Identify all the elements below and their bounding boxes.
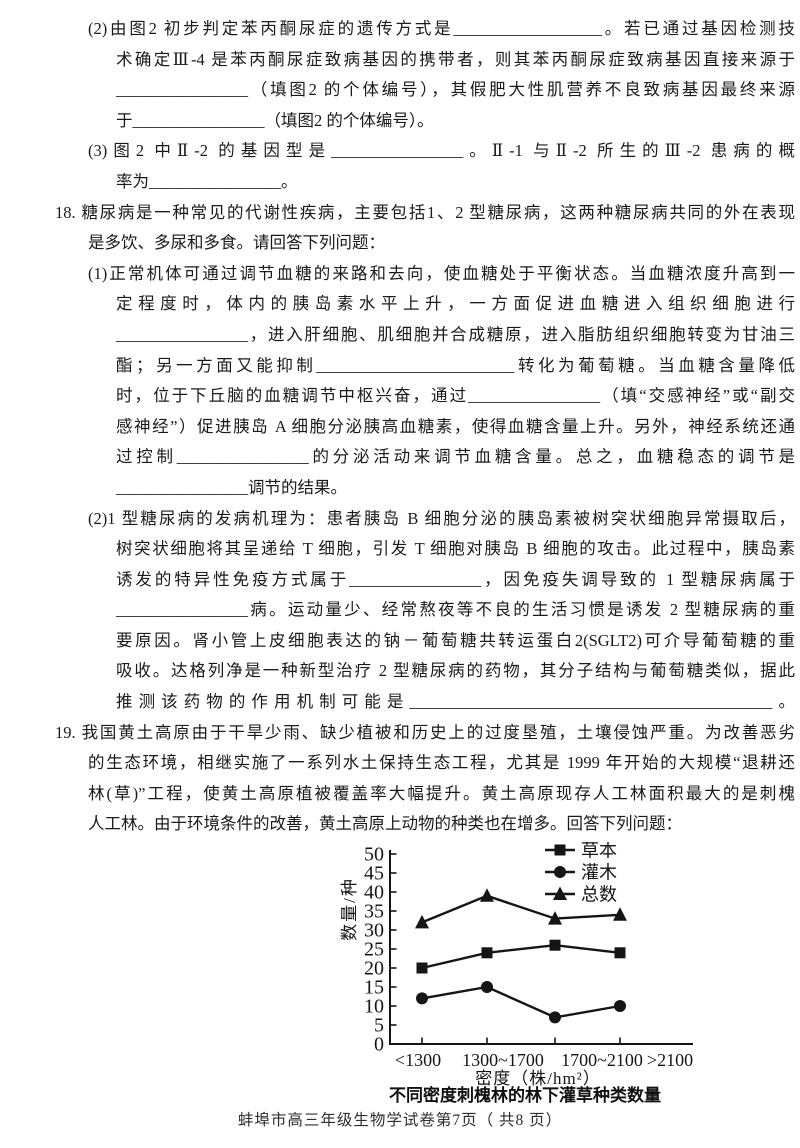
- page-content: (2)由图2 初步判定苯丙酮尿症的遗传方式是__________________…: [55, 14, 795, 1106]
- question-text-line: 于________________（填图2 的个体编号）。: [116, 110, 434, 130]
- chart-caption: 不同密度刺槐林的林下灌草种类数量: [389, 1086, 661, 1106]
- question-text-line: 诱发的特异性免疫方式属于________________，因免疫失调导致的 1 …: [116, 569, 795, 589]
- question-text-line: 的生态环境，相继实施了一系列水土保持生态工程，尤其是 1999 年开始的大规模“…: [88, 753, 795, 773]
- question-17-part-3: (3)图2 中Ⅱ-2 的基因型是________________。Ⅱ-1 与Ⅱ-…: [55, 136, 795, 197]
- y-tick-label: 10: [364, 996, 384, 1018]
- question-text-line: 时，位于下丘脑的血糖调节中枢兴奋，通过________________（填“交感…: [116, 386, 795, 406]
- circle-marker-icon: [554, 866, 566, 879]
- triangle-marker-icon: [553, 886, 567, 901]
- x-tick-label: 1700~2100: [561, 1050, 643, 1070]
- page-footer: 蚌埠市高三年级生物学试卷第7页（ 共8 页）: [237, 1112, 563, 1129]
- question-text-line: 术确定Ⅲ-4 是苯丙酮尿症致病基因的携带者，则其苯丙酮尿症致病基因直接来源于: [116, 49, 795, 69]
- question-text-line: ________________病。运动量少、经常熬夜等不良的生活习惯是诱发 2…: [116, 600, 795, 620]
- circle-marker-icon: [614, 1000, 626, 1013]
- square-marker-icon: [549, 939, 561, 951]
- square-marker-icon: [481, 947, 493, 959]
- y-tick-label: 30: [364, 920, 384, 942]
- y-tick-label: 15: [364, 977, 384, 999]
- question-19-intro: 19. 我国黄土高原由于干旱少雨、缺少植被和历史上的过度垦殖，土壤侵蚀严重。为改…: [55, 718, 795, 840]
- y-tick-label: 5: [374, 1015, 384, 1037]
- question-17-part-2: (2)由图2 初步判定苯丙酮尿症的遗传方式是__________________…: [55, 14, 795, 136]
- question-text-line: 吸收。达格列净是一种新型治疗 2 型糖尿病的药物，其分子结构与葡萄糖类似，据此: [116, 661, 795, 681]
- question-text-line: 人工林。由于环境条件的改善，黄土高原上动物的种类也在增多。回答下列问题：: [88, 814, 682, 834]
- question-text-line: (3)图2 中Ⅱ-2 的基因型是________________。Ⅱ-1 与Ⅱ-…: [88, 141, 795, 161]
- question-text-line: ________________，进入肝细胞、肌细胞并合成糖原，进入脂肪组织细胞…: [116, 324, 795, 344]
- y-axis-label: 数量/种: [340, 877, 359, 941]
- question-text-line: (2)由图2 初步判定苯丙酮尿症的遗传方式是__________________…: [88, 19, 795, 38]
- triangle-marker-icon: [613, 907, 627, 921]
- y-tick-label: 20: [364, 958, 384, 980]
- question-18-part-1: (1)正常机体可通过调节血糖的来路和去向，使血糖处于平衡状态。当血糖浓度升高到一…: [55, 259, 795, 504]
- question-text-line: 定程度时，体内的胰岛素水平上升，一方面促进血糖进入组织细胞进行: [116, 294, 795, 314]
- series-square: [416, 939, 626, 974]
- legend-label: 总数: [581, 885, 617, 905]
- circle-marker-icon: [481, 981, 493, 994]
- question-18-intro: 18. 糖尿病是一种常见的代谢性疾病，主要包括1、2 型糖尿病，这两种糖尿病共同…: [55, 198, 795, 259]
- legend-label: 灌木: [581, 863, 617, 883]
- square-marker-icon: [416, 962, 428, 974]
- y-tick-label: 40: [364, 882, 384, 904]
- question-text-line: ________________（填图2 的个体编号），其假肥大性肌营养不良致病…: [116, 80, 795, 100]
- question-text-line: 是多饮、多尿和多食。请回答下列问题：: [88, 233, 385, 253]
- chart-axes: [389, 850, 693, 1046]
- x-tick-label: >2100: [647, 1050, 693, 1070]
- question-text-line: 率为________________。: [116, 171, 298, 191]
- question-number-line: 18. 糖尿病是一种常见的代谢性疾病，主要包括1、2 型糖尿病，这两种糖尿病共同…: [55, 202, 795, 222]
- question-text-line: 推测该药物的作用机制可能是___________________________…: [116, 692, 795, 712]
- question-18-part-2: (2)1 型糖尿病的发病机理为：患者胰岛 B 细胞分泌的胰岛素被树突状细胞异常摄…: [55, 504, 795, 718]
- y-tick-label: 25: [364, 939, 384, 961]
- question-number-line: 19. 我国黄土高原由于干旱少雨、缺少植被和历史上的过度垦殖，土壤侵蚀严重。为改…: [55, 722, 795, 742]
- question-text-line: ________________调节的结果。: [116, 477, 347, 497]
- question-text-line: 酯；另一方面又能抑制________________________转化为葡萄糖…: [116, 355, 795, 375]
- y-tick-label: 35: [364, 901, 384, 923]
- series-triangle: [415, 888, 627, 929]
- y-tick-label: 0: [374, 1034, 384, 1056]
- x-axis-label: 密度（株/hm²）: [475, 1069, 601, 1086]
- triangle-marker-icon: [415, 914, 429, 929]
- question-text-line: 过控制________________的分泌活动来调节血糖含量。总之，血糖稳态的…: [116, 447, 795, 467]
- x-tick-label: <1300: [395, 1050, 441, 1070]
- circle-marker-icon: [549, 1011, 561, 1024]
- triangle-marker-icon: [548, 911, 562, 925]
- series-circle: [416, 981, 626, 1024]
- x-tick-label: 1300~1700: [462, 1050, 544, 1070]
- circle-marker-icon: [416, 992, 428, 1005]
- question-text-line: 感神经”）促进胰岛 A 细胞分泌胰高血糖素，使得血糖含量上升。另外，神经系统还通: [116, 416, 795, 436]
- question-text-line: 林(草)”工程，使黄土高原植被覆盖率大幅提升。黄土高原现存人工林面积最大的是刺槐: [88, 783, 795, 803]
- series-line: [421, 894, 621, 924]
- series-line: [421, 985, 621, 1019]
- series-line: [421, 944, 621, 970]
- question-text-line: 要原因。肾小管上皮细胞表达的钠－葡萄糖共转运蛋白2(SGLT2)可介导葡萄糖的重: [116, 630, 795, 650]
- question-text-line: 树突状细胞将其呈递给 T 细胞，引发 T 细胞对胰岛 B 细胞的攻击。此过程中，…: [116, 539, 795, 559]
- triangle-marker-icon: [480, 888, 494, 902]
- question-text-line: (1)正常机体可通过调节血糖的来路和去向，使血糖处于平衡状态。当血糖浓度升高到一: [88, 263, 795, 283]
- species-count-chart: 0 5 10 15 20 25 30 35 40 45 50 <1300 1300~1700 1700~2…: [333, 842, 717, 1106]
- y-tick-label: 45: [364, 863, 384, 885]
- square-marker-icon: [554, 844, 566, 856]
- legend-label: 草本: [581, 842, 617, 861]
- y-tick-label: 50: [364, 844, 384, 866]
- question-text-line: (2)1 型糖尿病的发病机理为：患者胰岛 B 细胞分泌的胰岛素被树突状细胞异常摄…: [88, 508, 795, 528]
- square-marker-icon: [614, 947, 626, 959]
